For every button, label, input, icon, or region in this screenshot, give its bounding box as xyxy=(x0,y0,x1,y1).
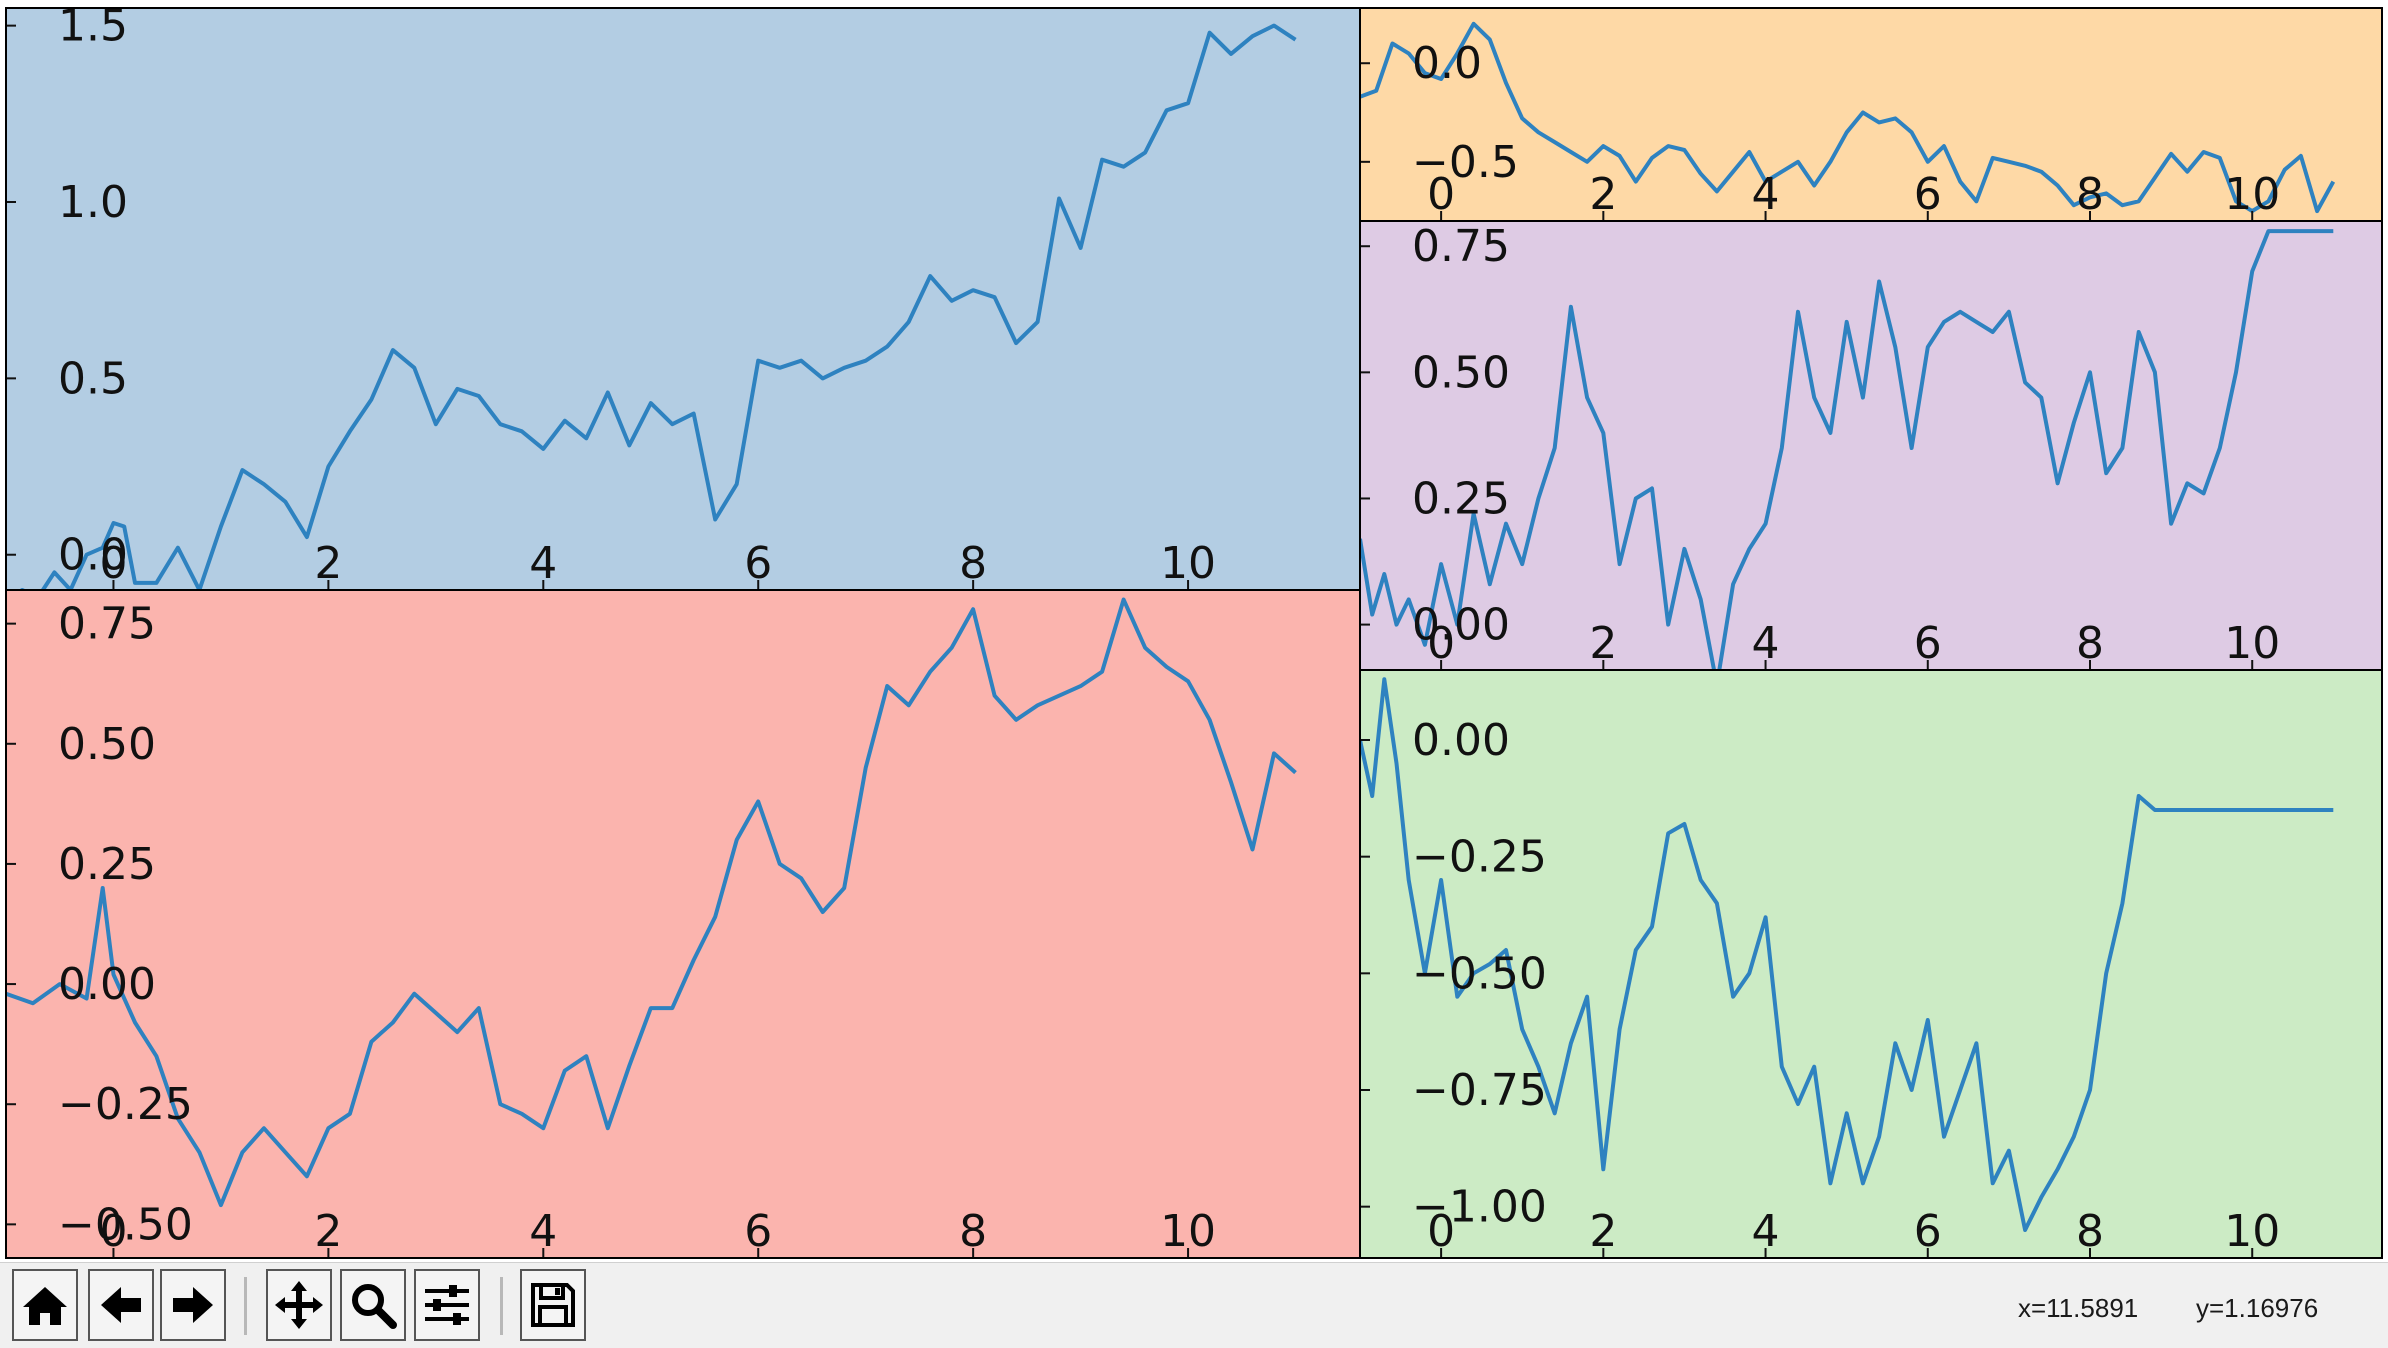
x-tick-label: 6 xyxy=(1914,1206,1942,1257)
y-tick-label: 0.0 xyxy=(58,530,128,581)
forward-button[interactable] xyxy=(160,1269,226,1341)
y-tick-label: 0.00 xyxy=(1412,715,1510,766)
subplot-top-left: 0 2 4 6 8 10 0.0 0.5 1.0 1.5 xyxy=(5,1,1361,591)
x-tick-label: 8 xyxy=(959,538,987,589)
x-tick-label: 2 xyxy=(1589,618,1617,669)
axes-background xyxy=(6,8,1360,590)
y-tick-label: 0.25 xyxy=(58,839,156,890)
zoom-button[interactable] xyxy=(340,1269,406,1341)
x-tick-label: 8 xyxy=(2076,618,2104,669)
x-tick-label: 8 xyxy=(2076,169,2104,220)
x-tick-label: 0 xyxy=(1427,618,1455,669)
y-tick-label: 0.50 xyxy=(58,719,156,770)
y-tick-label: 0.75 xyxy=(1412,221,1510,272)
x-tick-label: 2 xyxy=(314,538,342,589)
subplot-middle-right: 0 2 4 6 8 10 0.00 0.25 0.50 0.75 xyxy=(1359,220,2383,671)
subplot-bottom-right: 0 2 4 6 8 10 −1.00 −0.75 −0.50 −0.25 0.00 xyxy=(1359,669,2383,1259)
y-tick-label: 0.0 xyxy=(1412,38,1482,89)
x-tick-label: 4 xyxy=(529,1206,557,1257)
y-tick-label: 0.75 xyxy=(58,599,156,650)
x-tick-label: 2 xyxy=(314,1206,342,1257)
x-tick-label: 4 xyxy=(1752,1206,1780,1257)
x-tick-label: 4 xyxy=(1752,618,1780,669)
series-line xyxy=(1360,229,2334,670)
x-tick-label: 6 xyxy=(744,538,772,589)
y-tick-label: −0.25 xyxy=(58,1079,193,1130)
x-tick-label: 6 xyxy=(1914,169,1942,220)
y-tick-label: 1.0 xyxy=(58,177,128,228)
floppy-disk-icon xyxy=(531,1283,575,1327)
axes-background xyxy=(6,590,1360,1258)
arrow-left-icon xyxy=(101,1287,141,1323)
series-line xyxy=(6,597,1297,1208)
sliders-icon xyxy=(425,1285,469,1325)
x-tick-label: 0 xyxy=(1427,1206,1455,1257)
x-tick-label: 8 xyxy=(959,1206,987,1257)
y-tick-label: 0.50 xyxy=(1412,347,1510,398)
x-tick-label: 6 xyxy=(744,1206,772,1257)
y-tick-label: −0.50 xyxy=(58,1199,193,1250)
y-tick-label: 1.5 xyxy=(58,1,128,52)
back-button[interactable] xyxy=(88,1269,154,1341)
toolbar-separator xyxy=(244,1277,247,1335)
x-tick-label: 2 xyxy=(1589,169,1617,220)
configure-subplots-button[interactable] xyxy=(414,1269,480,1341)
y-tick-label: −0.25 xyxy=(1412,832,1547,883)
axes-background xyxy=(1360,8,2382,221)
x-tick-label: 0 xyxy=(99,1206,127,1257)
x-tick-label: 8 xyxy=(2076,1206,2104,1257)
pan-button[interactable] xyxy=(266,1269,332,1341)
y-tick-label: −1.00 xyxy=(1412,1182,1547,1233)
y-tick-label: −0.75 xyxy=(1412,1065,1547,1116)
move-icon xyxy=(275,1281,323,1329)
y-tick-label: 0.25 xyxy=(1412,473,1510,524)
home-button[interactable] xyxy=(12,1269,78,1341)
home-icon xyxy=(23,1287,67,1325)
x-tick-label: 4 xyxy=(529,538,557,589)
y-tick-label: 0.5 xyxy=(58,353,128,404)
x-tick-label: 0 xyxy=(1427,169,1455,220)
cursor-x-readout: x=11.5891 xyxy=(2018,1293,2139,1323)
save-button[interactable] xyxy=(520,1269,586,1341)
arrow-right-icon xyxy=(173,1287,213,1323)
y-tick-label: −0.5 xyxy=(1412,137,1519,188)
axes-frame xyxy=(1359,669,2383,1259)
x-tick-label: 0 xyxy=(99,538,127,589)
series-line xyxy=(1360,677,2334,1232)
series-line xyxy=(18,23,1297,590)
search-icon xyxy=(352,1284,397,1329)
x-tick-label: 10 xyxy=(2224,618,2280,669)
x-tick-label: 6 xyxy=(1914,618,1942,669)
x-tick-label: 2 xyxy=(1589,1206,1617,1257)
figure-canvas[interactable]: 0 2 4 6 8 100.00.51.01.50 2 4 6 8 10−0.50−0.250.00… xyxy=(0,0,2388,1262)
toolbar-separator xyxy=(500,1277,503,1335)
y-tick-label: −0.50 xyxy=(1412,948,1547,999)
x-tick-label: 10 xyxy=(1160,538,1216,589)
subplot-top-right: 0 2 4 6 8 10 −0.5 0.0 xyxy=(1359,7,2383,222)
navigation-toolbar: x=11.5891 y=1.16976 xyxy=(0,1262,2388,1348)
x-tick-label: 10 xyxy=(1160,1206,1216,1257)
x-tick-label: 4 xyxy=(1752,169,1780,220)
y-tick-label: 0.00 xyxy=(58,959,156,1010)
subplot-bottom-left: 0 2 4 6 8 10 −0.50 −0.25 0.00 0.25 0.50 0.75 xyxy=(5,589,1361,1259)
cursor-y-readout: y=1.16976 xyxy=(2196,1293,2319,1323)
y-tick-label: 0.00 xyxy=(1412,600,1510,651)
x-tick-label: 10 xyxy=(2224,1206,2280,1257)
axes-background xyxy=(1360,221,2382,670)
series-line xyxy=(1360,21,2336,214)
x-tick-label: 10 xyxy=(2224,169,2280,220)
